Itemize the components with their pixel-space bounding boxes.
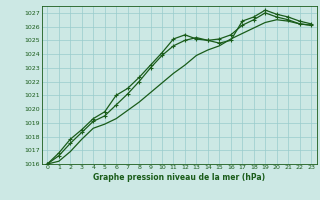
X-axis label: Graphe pression niveau de la mer (hPa): Graphe pression niveau de la mer (hPa) xyxy=(93,173,265,182)
